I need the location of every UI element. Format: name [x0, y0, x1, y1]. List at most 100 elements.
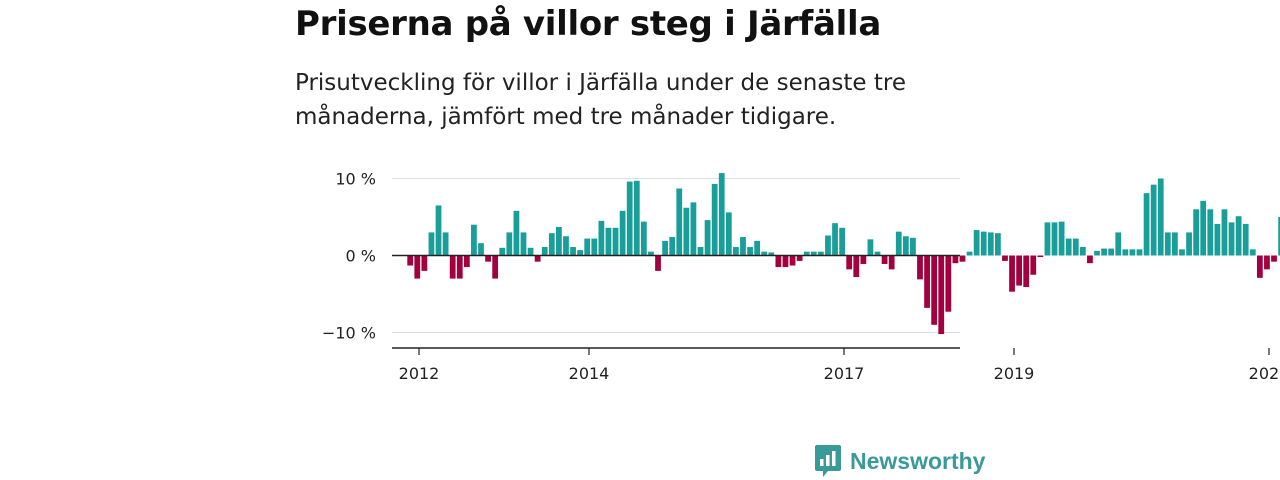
bar: [1157, 178, 1164, 256]
bar: [839, 227, 846, 256]
bar: [803, 251, 810, 256]
bar: [817, 251, 824, 256]
bar: [959, 255, 966, 262]
bar: [725, 212, 732, 256]
bar: [520, 232, 527, 256]
bar: [471, 224, 477, 256]
bar: [902, 236, 909, 256]
bar: [1200, 200, 1207, 256]
bar: [456, 255, 463, 279]
bar: [676, 188, 683, 256]
bar: [711, 183, 718, 256]
bar: [584, 238, 591, 256]
bar: [605, 227, 612, 256]
bar: [683, 207, 690, 256]
bar: [747, 247, 753, 256]
bar: [563, 236, 569, 256]
x-tick-label: 2022: [1249, 364, 1280, 383]
bar: [442, 232, 449, 256]
bar: [669, 237, 676, 256]
bar: [428, 232, 435, 256]
bar: [449, 255, 456, 279]
brand-logo: Newsworthy: [814, 444, 985, 478]
bar: [1108, 248, 1115, 256]
bar: [846, 255, 853, 270]
bar: [1016, 255, 1023, 286]
page-subtitle: Prisutveckling för villor i Järfälla und…: [295, 70, 906, 130]
bar: [1037, 255, 1044, 258]
bar: [655, 255, 661, 271]
bar: [888, 255, 895, 270]
bar: [1214, 223, 1221, 256]
bar: [640, 221, 647, 256]
bar: [1278, 217, 1280, 256]
x-tick-label: 2014: [569, 364, 610, 383]
bar: [874, 251, 881, 256]
bar: [881, 255, 888, 264]
bar: [761, 251, 768, 256]
bar: [917, 255, 923, 280]
bar: [733, 247, 739, 256]
bar: [1193, 209, 1200, 256]
bar: [1186, 232, 1192, 256]
bar: [789, 255, 796, 266]
bar: [796, 255, 803, 261]
bar: [591, 238, 598, 256]
bar: [414, 255, 421, 279]
bar: [1087, 255, 1093, 264]
bar: [832, 223, 838, 256]
bar: [1207, 209, 1214, 256]
bar: [1264, 255, 1270, 270]
bar: [952, 255, 959, 264]
bar: [690, 202, 697, 256]
bar: [407, 255, 414, 266]
bar: [1172, 232, 1178, 256]
bar: [1228, 222, 1235, 256]
bar: [570, 247, 576, 256]
bar: [506, 232, 513, 256]
bar: [626, 181, 633, 256]
bar: [740, 237, 746, 256]
bar: [931, 255, 938, 325]
bar: [1002, 255, 1008, 261]
bar: [1235, 216, 1242, 256]
bar: [768, 252, 775, 256]
bar: [1150, 184, 1157, 256]
bar: [662, 240, 668, 256]
page-title: Priserna på villor steg i Järfälla: [295, 4, 881, 44]
bar: [938, 255, 945, 335]
bar: [555, 227, 562, 256]
bar: [867, 239, 874, 256]
bar: [1122, 249, 1129, 256]
bar: [825, 235, 831, 256]
bar: [499, 247, 506, 256]
bar: [718, 173, 725, 256]
bar: [1101, 248, 1107, 256]
bar: [577, 250, 584, 256]
y-tick-label: 10 %: [335, 170, 376, 189]
y-tick-label: −10 %: [322, 324, 376, 343]
bar: [633, 180, 640, 256]
bar: [598, 220, 605, 256]
bar: [435, 205, 442, 256]
bar: [619, 210, 626, 256]
bar: [1136, 249, 1143, 256]
bar: [973, 230, 980, 256]
bar: [1249, 249, 1256, 256]
bar: [1179, 249, 1185, 256]
bar: [534, 255, 541, 262]
bar: [966, 251, 973, 256]
brand-name: Newsworthy: [850, 447, 986, 474]
newsworthy-logo-icon: [815, 445, 841, 477]
bar: [980, 231, 987, 256]
bar: [1271, 255, 1277, 262]
bar: [754, 240, 761, 256]
bar: [1256, 255, 1263, 278]
bar: [612, 227, 619, 256]
x-tick-label: 2012: [399, 364, 440, 383]
bar: [924, 255, 930, 308]
bar: [1023, 255, 1030, 288]
bar: [697, 247, 704, 256]
bar: [1065, 238, 1072, 256]
bar: [492, 255, 499, 279]
